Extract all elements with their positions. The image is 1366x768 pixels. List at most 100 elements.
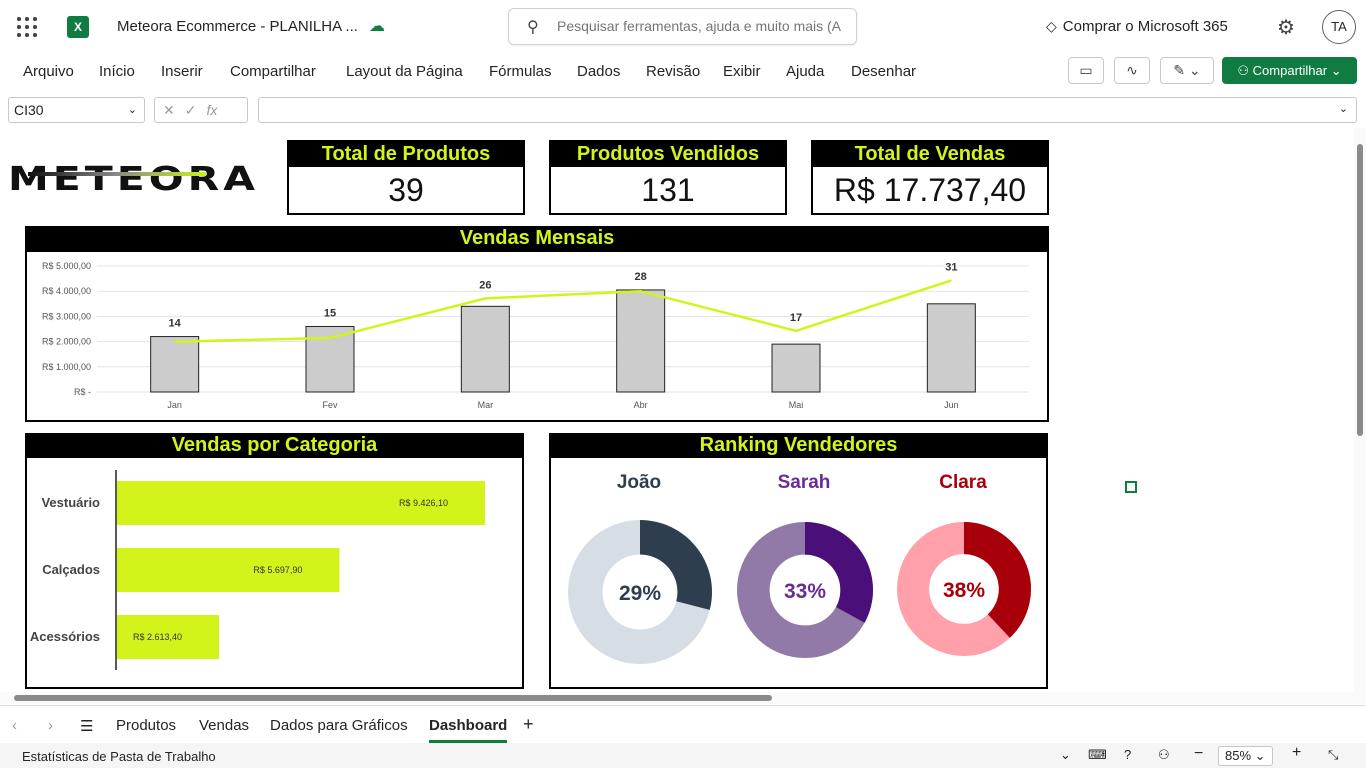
monthly-chart-title: Vendas Mensais	[25, 226, 1049, 251]
bar	[117, 548, 340, 592]
fx-icon[interactable]: fx	[206, 102, 218, 118]
keyboard-icon[interactable]: ⌨	[1088, 747, 1107, 762]
x-tick-label: Jan	[167, 400, 182, 410]
kpi-total-produtos: Total de Produtos 39	[287, 140, 525, 215]
status-bar: Estatísticas de Pasta de Trabalho ⌄ ⌨ ? …	[0, 743, 1366, 768]
cancel-icon[interactable]: ✕	[163, 102, 185, 118]
activity-icon[interactable]: ∿	[1114, 57, 1150, 84]
confirm-icon[interactable]: ✓	[184, 102, 207, 118]
y-tick-label: R$ 5.000,00	[42, 261, 91, 271]
app-launcher-icon[interactable]	[17, 17, 37, 37]
tab-dashboard[interactable]: Dashboard	[429, 717, 508, 743]
y-tick-label: R$ 1.000,00	[42, 362, 91, 372]
help-icon[interactable]: ?	[1124, 747, 1132, 762]
workbook-statistics[interactable]: Estatísticas de Pasta de Trabalho	[22, 749, 216, 764]
category-chart-title: Vendas por Categoria	[25, 433, 524, 458]
category-label: Acessórios	[30, 629, 100, 644]
category-chart-panel[interactable]: Vestuário R$ 9.426,10 Calçados R$ 5.697,90 A…	[25, 456, 524, 689]
chevron-down-icon[interactable]: ⌄	[1060, 747, 1071, 762]
formula-input[interactable]: ⌄	[258, 97, 1357, 123]
kpi-label: Total de Produtos	[289, 142, 523, 167]
share-icon: ⚇	[1237, 63, 1253, 78]
bar	[150, 336, 200, 393]
percent-label: 29%	[619, 582, 661, 605]
name-box-value: CI30	[14, 102, 44, 118]
vertical-scrollbar[interactable]	[1354, 128, 1366, 692]
monthly-chart-panel[interactable]: R$ - R$ 1.000,00 R$ 2.000,00 R$ 3.000,00 R$ …	[25, 250, 1049, 422]
sheet-tabs: ‹ › ☰ Produtos Vendas Dados para Gráfico…	[0, 705, 1366, 743]
ranking-chart-title: Ranking Vendedores	[549, 433, 1048, 458]
next-sheet-icon[interactable]: ›	[48, 717, 53, 734]
data-label: R$ 5.697,90	[253, 565, 302, 575]
data-label: 14	[169, 318, 182, 330]
y-tick-label: R$ 2.000,00	[42, 337, 91, 347]
category-chart: Vestuário R$ 9.426,10 Calçados R$ 5.697,90 A…	[30, 470, 485, 670]
share-button[interactable]: ⚇ Compartilhar ⌄	[1222, 57, 1357, 84]
fit-screen-icon[interactable]: ⤡	[1328, 747, 1339, 762]
feedback-icon[interactable]: ⚇	[1158, 747, 1170, 762]
buy-label: Comprar o Microsoft 365	[1062, 18, 1228, 35]
x-tick-label: Mar	[478, 400, 494, 410]
meteora-logo: METEORA	[8, 159, 259, 199]
menu-desenhar[interactable]: Desenhar	[851, 63, 917, 80]
category-label: Vestuário	[41, 495, 100, 510]
menu-compartilhar[interactable]: Compartilhar	[230, 63, 316, 80]
prev-sheet-icon[interactable]: ‹	[12, 717, 17, 734]
menu-revisao[interactable]: Revisão	[646, 63, 701, 80]
search-box[interactable]: ⚲	[508, 8, 857, 45]
data-label: 15	[324, 307, 336, 319]
zoom-out-icon[interactable]: −	[1194, 745, 1204, 762]
seller-name: João	[617, 472, 661, 493]
data-label: R$ 9.426,10	[399, 498, 448, 508]
tab-produtos[interactable]: Produtos	[116, 717, 177, 734]
avatar[interactable]: TA	[1322, 10, 1356, 44]
ranking-chart-panel[interactable]: João 29% Sarah 33% Clara 38%	[549, 456, 1048, 689]
bar	[771, 343, 821, 393]
bar	[117, 615, 220, 659]
zoom-value: 85%	[1225, 748, 1252, 763]
cloud-saved-icon[interactable]: ☁	[369, 18, 385, 35]
name-box[interactable]: CI30 ⌄	[8, 97, 145, 123]
menu-inserir[interactable]: Inserir	[161, 63, 203, 80]
document-title[interactable]: Meteora Ecommerce - PLANILHA ...	[117, 18, 358, 35]
menu-arquivo[interactable]: Arquivo	[23, 63, 74, 80]
comments-icon[interactable]: ▭	[1068, 57, 1104, 84]
data-label: 31	[945, 261, 957, 273]
all-sheets-icon[interactable]: ☰	[80, 718, 94, 735]
kpi-value: 39	[388, 172, 424, 208]
x-tick-label: Jun	[944, 400, 959, 410]
donut-slice	[964, 522, 1031, 638]
kpi-label: Produtos Vendidos	[551, 142, 785, 167]
selected-object-handle[interactable]	[1125, 481, 1137, 493]
chevron-down-icon[interactable]: ⌄	[127, 104, 137, 116]
formula-controls: ✕✓fx	[154, 97, 248, 123]
bar	[460, 305, 510, 393]
vertical-scroll-thumb[interactable]	[1357, 144, 1363, 436]
title-bar: X Meteora Ecommerce - PLANILHA ... ☁ ⚲ ◇…	[0, 0, 1366, 54]
search-input[interactable]	[557, 18, 853, 34]
menu-formulas[interactable]: Fórmulas	[489, 63, 552, 80]
menu-ajuda[interactable]: Ajuda	[786, 63, 825, 80]
horizontal-scrollbar[interactable]	[0, 692, 1366, 704]
buy-microsoft-365-button[interactable]: ◇ Comprar o Microsoft 365	[1046, 18, 1228, 35]
zoom-select[interactable]: 85% ⌄	[1218, 746, 1273, 766]
expand-formula-icon[interactable]: ⌄	[1338, 103, 1348, 115]
menu-inicio[interactable]: Início	[99, 63, 135, 80]
y-tick-label: R$ -	[74, 387, 91, 397]
y-tick-label: R$ 4.000,00	[42, 286, 91, 296]
zoom-in-icon[interactable]: +	[1292, 744, 1302, 761]
percent-label: 33%	[784, 580, 826, 603]
x-tick-label: Abr	[634, 400, 648, 410]
edit-mode-icon[interactable]: ✎ ⌄	[1160, 57, 1214, 84]
menu-dados[interactable]: Dados	[577, 63, 621, 80]
add-sheet-icon[interactable]: +	[523, 714, 534, 734]
horizontal-scroll-thumb[interactable]	[14, 695, 772, 701]
tab-dados-para-graficos[interactable]: Dados para Gráficos	[270, 717, 408, 734]
tab-vendas[interactable]: Vendas	[199, 717, 250, 734]
gear-icon[interactable]: ⚙	[1277, 17, 1295, 39]
dashboard-sheet[interactable]: METEORA Total de Produtos 39 Produtos Ve…	[0, 128, 1354, 692]
y-tick-label: R$ 3.000,00	[42, 311, 91, 321]
menu-layout[interactable]: Layout da Página	[346, 63, 463, 80]
x-tick-label: Fev	[322, 400, 338, 410]
menu-exibir[interactable]: Exibir	[723, 63, 761, 80]
